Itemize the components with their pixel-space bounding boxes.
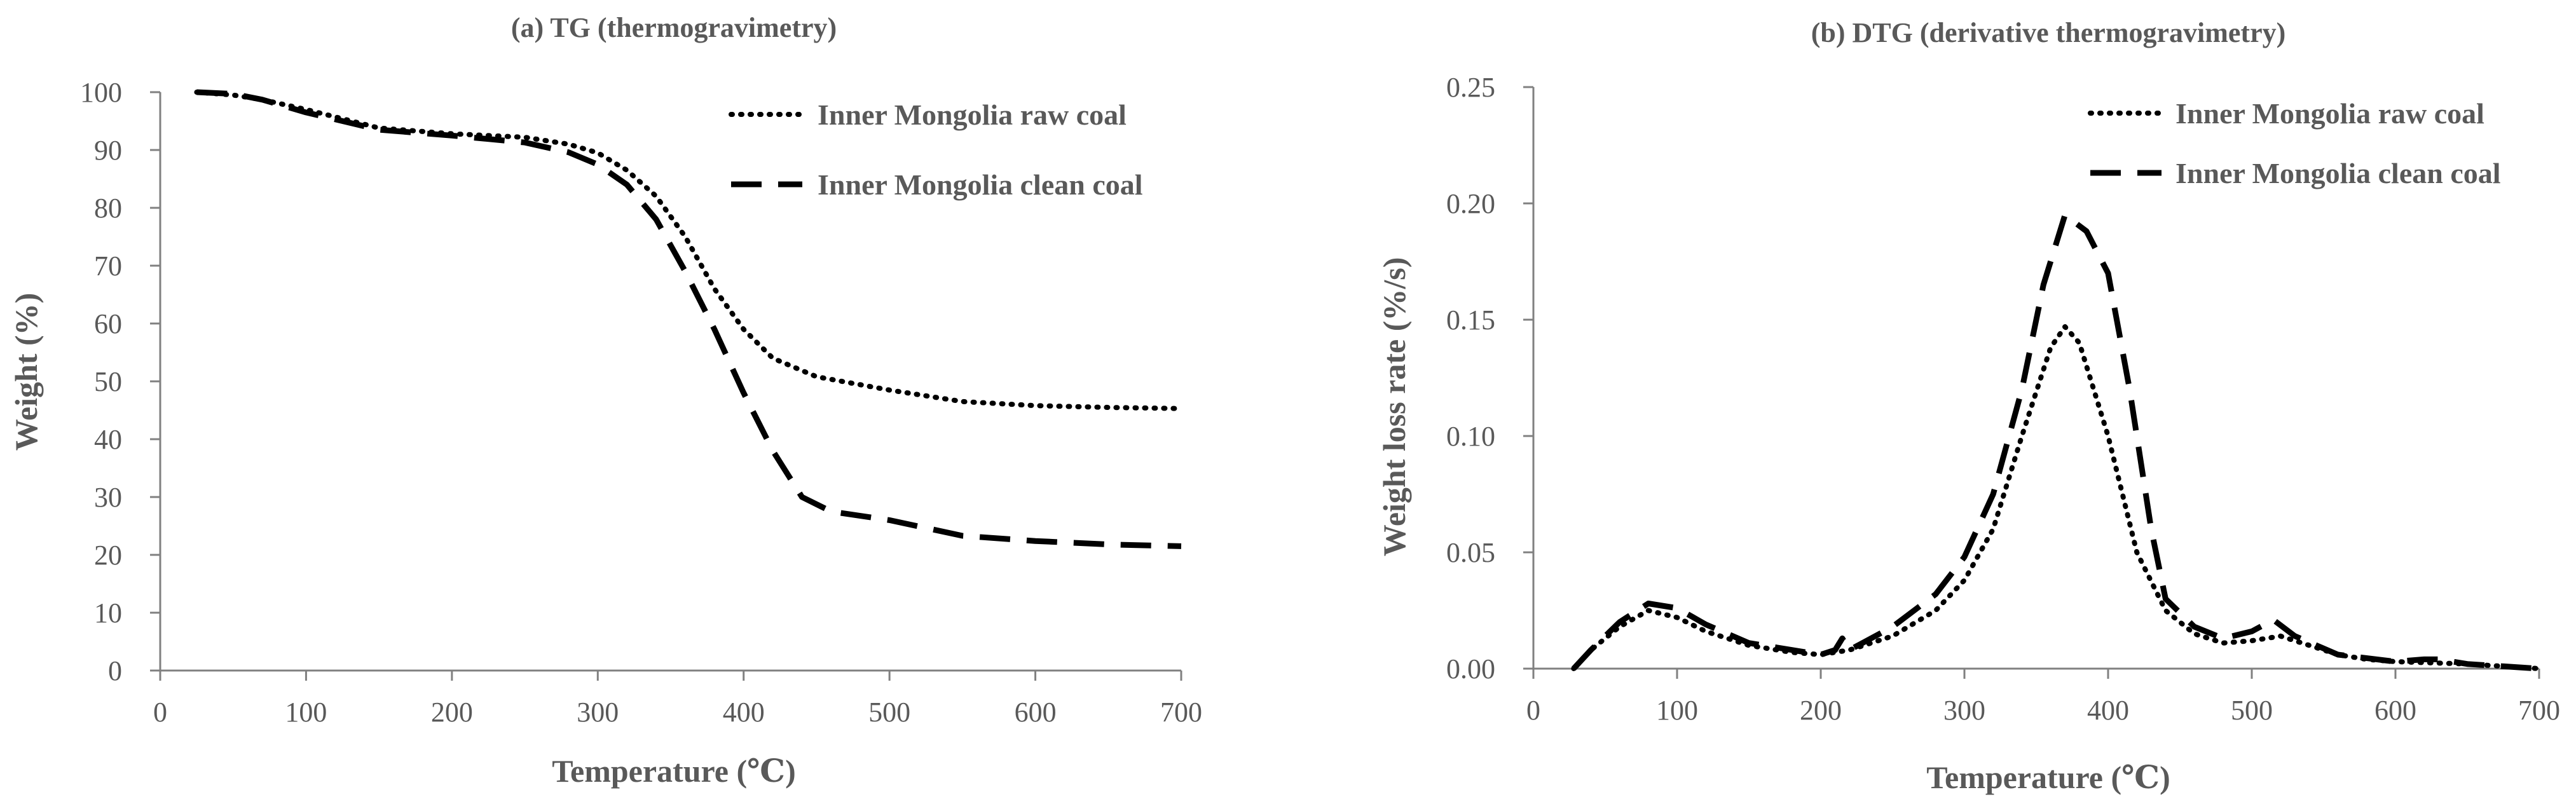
tg-x-tick-label: 100 (285, 697, 327, 728)
tg-x-tick-label: 400 (723, 697, 765, 728)
dtg-x-tick-label: 300 (1943, 695, 1985, 726)
dtg-x-tick-label: 400 (2087, 695, 2129, 726)
dtg-legend-label: Inner Mongolia clean coal (2175, 157, 2501, 189)
tg-y-tick-label: 80 (94, 193, 122, 224)
dtg-x-tick-label: 0 (1526, 695, 1540, 726)
dtg-plot-area: 0.00 0.05 0.10 0.15 0.20 0.25 0 100 200 300 400 500… (1446, 72, 2560, 726)
tg-legend-label: Inner Mongolia clean coal (818, 168, 1143, 201)
dtg-panel: (b) DTG (derivative thermogravimetry) Te… (1376, 17, 2560, 795)
dtg-y-tick-label: 0.05 (1446, 537, 1495, 568)
tg-x-tick-label: 500 (868, 697, 910, 728)
dtg-x-tick-label: 100 (1656, 695, 1698, 726)
tg-title: (a) TG (thermogravimetry) (511, 12, 837, 43)
tg-y-tick-label: 100 (80, 77, 122, 108)
dtg-y-tick-label: 0.00 (1446, 653, 1495, 685)
tg-series-clean-coal-line (196, 89, 1182, 549)
tg-y-tick-label: 20 (94, 540, 122, 571)
tg-series-raw-coal-line (194, 90, 1184, 411)
dtg-y-axis-label: Weight loss rate (%/s) (1376, 257, 1412, 557)
tg-x-axis-label: Temperature (℃) (552, 753, 795, 789)
dtg-y-tick-label: 0.20 (1446, 188, 1495, 219)
tg-x-tick-label: 200 (431, 697, 473, 728)
dtg-y-tick-label: 0.15 (1446, 304, 1495, 336)
tg-y-tick-label: 60 (94, 308, 122, 339)
tg-x-tick-label: 600 (1015, 697, 1057, 728)
dtg-x-tick-label: 200 (1800, 695, 1842, 726)
tg-y-tick-label: 10 (94, 597, 122, 629)
dtg-x-tick-label: 600 (2374, 695, 2416, 726)
tg-x-tick-label: 300 (577, 697, 619, 728)
dtg-x-axis-label: Temperature (℃) (1926, 760, 2170, 795)
dtg-x-tick-label: 700 (2518, 695, 2560, 726)
dtg-series-clean-coal-line (1571, 212, 2540, 672)
dtg-y-tick-label: 0.25 (1446, 72, 1495, 103)
tg-x-tick-label: 0 (153, 697, 167, 728)
tg-y-tick-label: 70 (94, 250, 122, 282)
tg-plot-area: 0 10 20 30 40 50 60 70 80 90 100 0 100 200 300 400 500 60… (80, 77, 1202, 728)
dtg-series-raw-coal-line (1571, 324, 2542, 671)
dtg-x-tick-label: 500 (2231, 695, 2273, 726)
dtg-legend-label: Inner Mongolia raw coal (2175, 97, 2484, 130)
tg-panel: (a) TG (thermogravimetry) Temperature (℃… (8, 12, 1202, 789)
tg-y-tick-label: 0 (108, 655, 122, 686)
dtg-title: (b) DTG (derivative thermogravimetry) (1811, 17, 2286, 48)
tg-y-axis-label: Weight (%) (8, 293, 44, 451)
tg-y-tick-label: 50 (94, 366, 122, 397)
tg-y-tick-label: 40 (94, 424, 122, 455)
tg-y-tick-label: 30 (94, 482, 122, 513)
tg-y-tick-label: 90 (94, 135, 122, 166)
tg-x-tick-label: 700 (1160, 697, 1202, 728)
dtg-y-tick-label: 0.10 (1446, 421, 1495, 452)
tg-legend-label: Inner Mongolia raw coal (818, 99, 1127, 131)
